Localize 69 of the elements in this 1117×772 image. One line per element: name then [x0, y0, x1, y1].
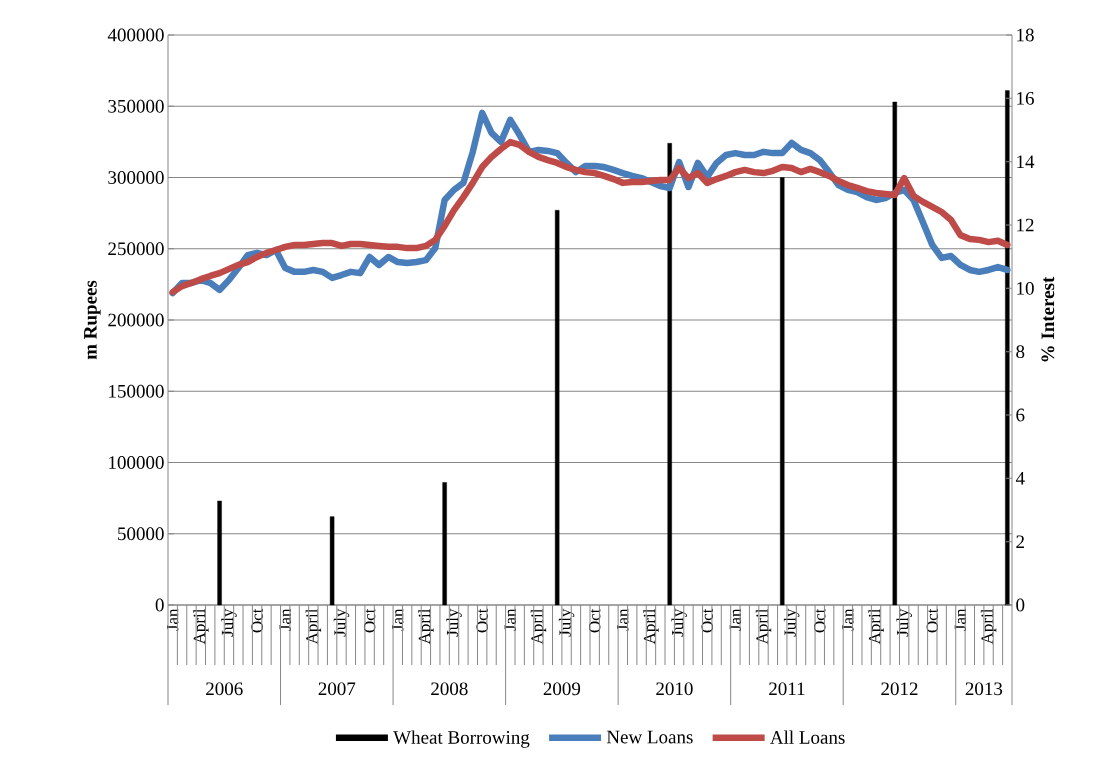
x-tick-label: Jan — [504, 608, 516, 631]
x-tick-label: July — [896, 608, 912, 637]
x-tick-label: Oct — [926, 608, 939, 633]
x-tick-label: Oct — [814, 608, 826, 633]
x-tick-label: April — [980, 608, 997, 645]
y2-tick-label: 0 — [1016, 598, 1025, 612]
y-tick-label: 50000 — [118, 527, 164, 541]
x-tick-label: Jan — [392, 608, 404, 631]
x-tick-label: July — [333, 608, 350, 637]
x-tick-label: April — [418, 608, 434, 645]
y2-tick-label: 16 — [1017, 91, 1034, 105]
text: 2012 — [881, 682, 918, 696]
y-tick-label: 0 — [155, 598, 164, 612]
text: 2009 — [543, 682, 581, 696]
y2-tick-label: 18 — [1017, 28, 1034, 42]
y2-axis-title: % Interest — [1041, 276, 1055, 362]
y-tick-label: 300000 — [108, 171, 164, 184]
y2-tick-label: 10 — [1017, 281, 1034, 295]
x-tick-label: July — [671, 608, 687, 637]
y2-tick-label: 8 — [1016, 345, 1025, 359]
x-tick-label: Jan — [954, 608, 967, 631]
y2-tick-label: 12 — [1017, 218, 1034, 232]
bar — [667, 143, 672, 606]
x-tick-label: Jan — [167, 608, 179, 631]
x-tick-label: Oct — [588, 608, 601, 633]
x-tick-label: Jan — [729, 608, 742, 631]
text: 2010 — [656, 682, 693, 696]
text: 2008 — [431, 682, 468, 696]
x-tick-label: Oct — [476, 608, 488, 633]
y-tick-label: 200000 — [108, 313, 164, 327]
x-tick-label: July — [783, 608, 800, 637]
x-tick-label: July — [221, 608, 237, 637]
text: 2011 — [769, 682, 805, 696]
x-tick-label: April — [868, 608, 884, 645]
y-tick-label: 250000 — [108, 242, 164, 256]
bar — [554, 210, 560, 606]
x-tick-label: April — [643, 608, 659, 645]
x-tick-label: April — [305, 608, 322, 645]
x-tick-label: Jan — [279, 608, 291, 631]
legend-label: New Loans — [606, 730, 693, 744]
bar — [780, 177, 785, 606]
x-tick-label: Jan — [842, 608, 854, 631]
bar — [217, 500, 222, 606]
y-tick-label: 150000 — [109, 384, 164, 398]
y-axis-title: m Rupees — [84, 280, 101, 360]
x-tick-label: Oct — [251, 608, 263, 633]
legend-label: All Loans — [770, 730, 845, 744]
x-tick-label: Oct — [701, 608, 713, 633]
bar — [1005, 90, 1010, 606]
y-tick-label: 100000 — [109, 456, 164, 469]
x-tick-label: Oct — [363, 608, 376, 633]
x-tick-label: April — [193, 608, 209, 645]
x-tick-label: July — [446, 608, 462, 637]
bar — [329, 516, 335, 606]
bar — [442, 482, 447, 606]
text: 2013 — [965, 682, 1003, 696]
y-tick-label: 350000 — [108, 99, 164, 113]
legend-label: Wheat Borrowing — [393, 730, 530, 748]
bar — [892, 101, 897, 606]
x-tick-label: April — [755, 608, 772, 645]
y2-tick-label: 14 — [1017, 155, 1035, 168]
text: 2006 — [206, 682, 243, 696]
y2-tick-label: 2 — [1016, 535, 1024, 548]
text: 2007 — [318, 682, 356, 696]
x-tick-label: April — [530, 608, 547, 645]
y-tick-label: 400000 — [107, 28, 164, 42]
x-tick-label: July — [558, 608, 575, 637]
y2-tick-label: 6 — [1016, 408, 1025, 422]
y2-tick-label: 4 — [1015, 472, 1025, 485]
